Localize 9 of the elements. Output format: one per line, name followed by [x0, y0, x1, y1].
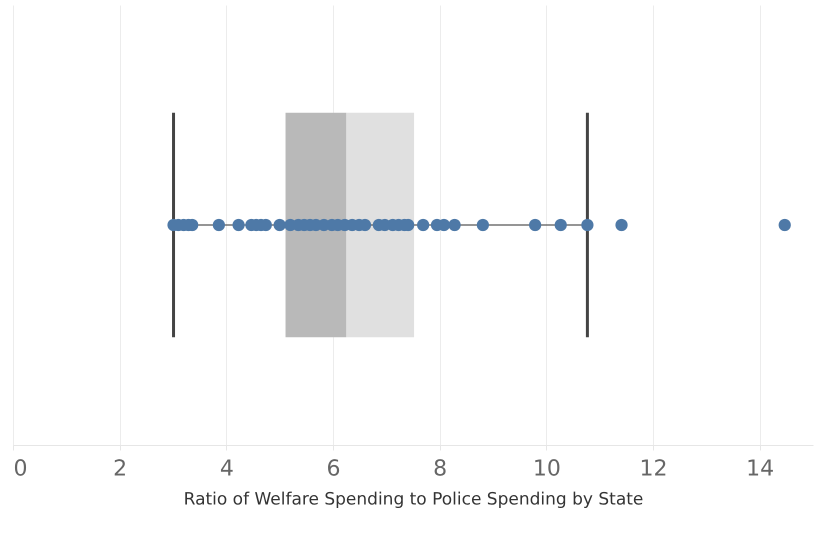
x-tick-label: 4 [220, 456, 234, 482]
x-tick-label: 2 [113, 456, 128, 482]
x-tick-label: 0 [14, 456, 28, 482]
x-tick-label: 8 [433, 456, 448, 482]
x-tick-label: 14 [746, 456, 774, 482]
x-tick-label: 10 [532, 456, 561, 482]
x-tick-label: 6 [326, 456, 340, 482]
x-axis-title: Ratio of Welfare Spending to Police Spending by State [184, 490, 644, 510]
x-tick-label: 12 [640, 456, 668, 482]
